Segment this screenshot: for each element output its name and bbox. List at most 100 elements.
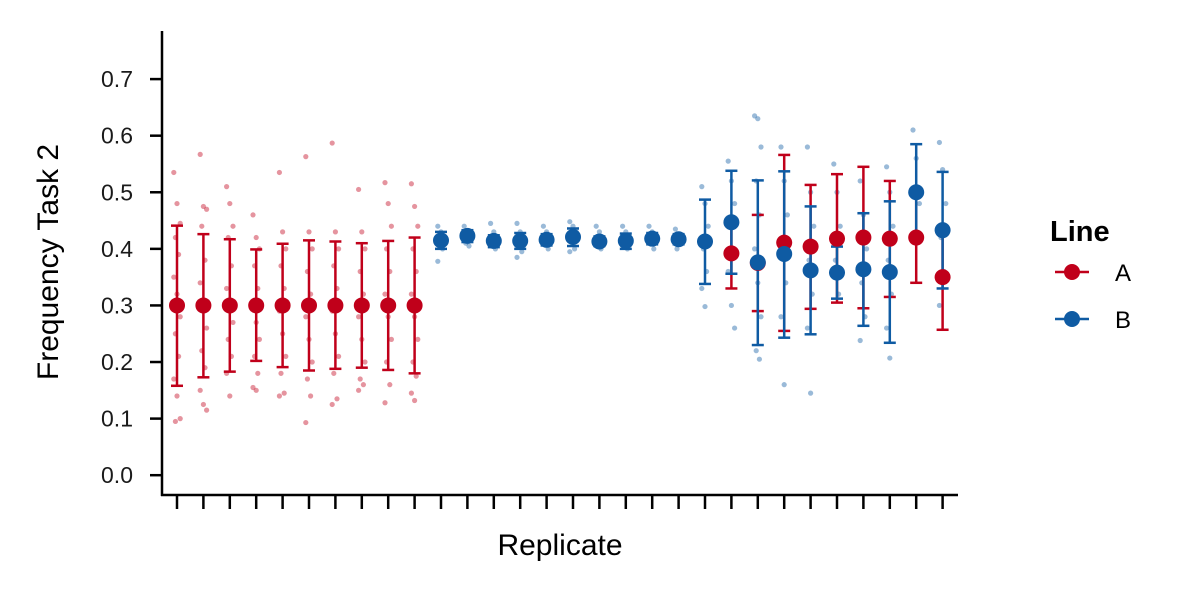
raw-point-a	[336, 353, 342, 359]
raw-point-b	[753, 348, 759, 354]
mean-point-a	[723, 245, 740, 262]
mean-point-a	[802, 238, 819, 255]
mean-point-b	[565, 228, 581, 245]
mean-point-a	[274, 297, 291, 314]
y-tick-label: 0.0	[101, 462, 133, 488]
y-tick-label: 0.2	[101, 349, 133, 375]
mean-point-a	[934, 269, 951, 286]
raw-point-a	[276, 169, 282, 176]
raw-point-a	[336, 246, 342, 252]
raw-point-a	[329, 401, 335, 408]
raw-point-b	[514, 220, 520, 226]
raw-point-a	[253, 387, 259, 393]
raw-point-a	[382, 180, 388, 186]
raw-point-b	[725, 158, 731, 164]
mean-point-a	[881, 230, 898, 247]
raw-point-b	[864, 246, 870, 252]
mean-point-a	[169, 297, 185, 314]
raw-point-b	[784, 212, 791, 218]
raw-point-b	[651, 246, 657, 252]
raw-point-b	[804, 325, 811, 331]
error-bars	[171, 142, 949, 388]
raw-point-b	[857, 178, 863, 184]
raw-point-b	[778, 314, 784, 320]
y-axis-title: Frequency Task 2	[32, 144, 65, 380]
mean-point-a	[301, 297, 317, 314]
mean-point-b	[433, 232, 449, 249]
raw-point-a	[362, 246, 368, 252]
raw-point-a	[204, 206, 210, 212]
mean-point-b	[723, 214, 740, 231]
raw-point-b	[674, 246, 680, 252]
raw-point-b	[808, 390, 814, 396]
raw-point-a	[197, 387, 203, 393]
mean-point-a	[353, 297, 370, 314]
raw-point-b	[699, 184, 705, 190]
raw-point-a	[308, 393, 314, 399]
mean-point-b	[591, 233, 608, 250]
mean-point-b	[512, 232, 529, 249]
raw-point-a	[253, 234, 259, 241]
mean-point-a	[221, 297, 238, 314]
mean-point-b	[881, 264, 898, 281]
legend-key-point-a	[1064, 264, 1080, 280]
raw-point-a	[177, 416, 183, 422]
raw-point-b	[567, 219, 573, 225]
raw-point-b	[890, 223, 896, 229]
raw-point-b	[943, 200, 949, 207]
raw-point-a	[281, 390, 287, 396]
raw-point-a	[280, 229, 286, 235]
raw-point-b	[514, 254, 520, 260]
raw-point-b	[596, 229, 603, 235]
legend-label-b: B	[1115, 307, 1131, 334]
raw-point-a	[283, 246, 289, 252]
raw-point-b	[567, 249, 573, 255]
raw-point-b	[781, 382, 787, 388]
legend-label-a: A	[1115, 260, 1131, 287]
raw-point-b	[936, 302, 943, 309]
raw-point-a	[334, 396, 340, 402]
mean-point-b	[485, 232, 502, 249]
raw-point-b	[572, 246, 578, 252]
mean-point-b	[802, 262, 819, 279]
raw-point-a	[413, 373, 419, 379]
mean-point-b	[776, 245, 793, 262]
raw-point-a	[382, 291, 388, 297]
y-tick-label: 0.4	[101, 236, 133, 262]
raw-point-a	[408, 291, 414, 297]
raw-point-a	[227, 200, 233, 207]
mean-point-b	[908, 184, 925, 201]
y-tick-label: 0.5	[101, 179, 133, 205]
legend-item-b: B	[1055, 307, 1131, 334]
raw-point-b	[435, 258, 441, 264]
mean-point-b	[670, 231, 687, 248]
raw-point-b	[916, 200, 923, 207]
mean-point-a	[327, 297, 344, 314]
raw-point-a	[177, 314, 183, 320]
raw-point-a	[356, 387, 362, 393]
raw-point-b	[435, 223, 441, 229]
mean-point-b	[697, 233, 713, 250]
raw-point-a	[408, 181, 414, 187]
mean-point-b	[829, 264, 845, 281]
legend-key-point-b	[1064, 311, 1080, 327]
raw-point-b	[804, 144, 811, 150]
raw-point-b	[672, 226, 679, 232]
raw-point-a	[230, 319, 236, 326]
raw-point-b	[732, 200, 738, 207]
raw-point-a	[256, 336, 262, 342]
raw-point-b	[466, 243, 472, 249]
y-tick-label: 0.6	[101, 123, 133, 149]
raw-point-a	[303, 154, 309, 160]
raw-point-a	[200, 401, 206, 408]
raw-point-a	[278, 370, 284, 376]
raw-point-a	[250, 212, 256, 218]
raw-point-b	[887, 355, 893, 361]
mean-points	[169, 184, 951, 314]
raw-point-b	[884, 164, 890, 170]
mean-point-b	[934, 222, 951, 239]
raw-point-b	[540, 223, 547, 229]
raw-point-a	[304, 376, 310, 382]
raw-point-a	[171, 169, 177, 176]
raw-point-b	[519, 249, 525, 255]
